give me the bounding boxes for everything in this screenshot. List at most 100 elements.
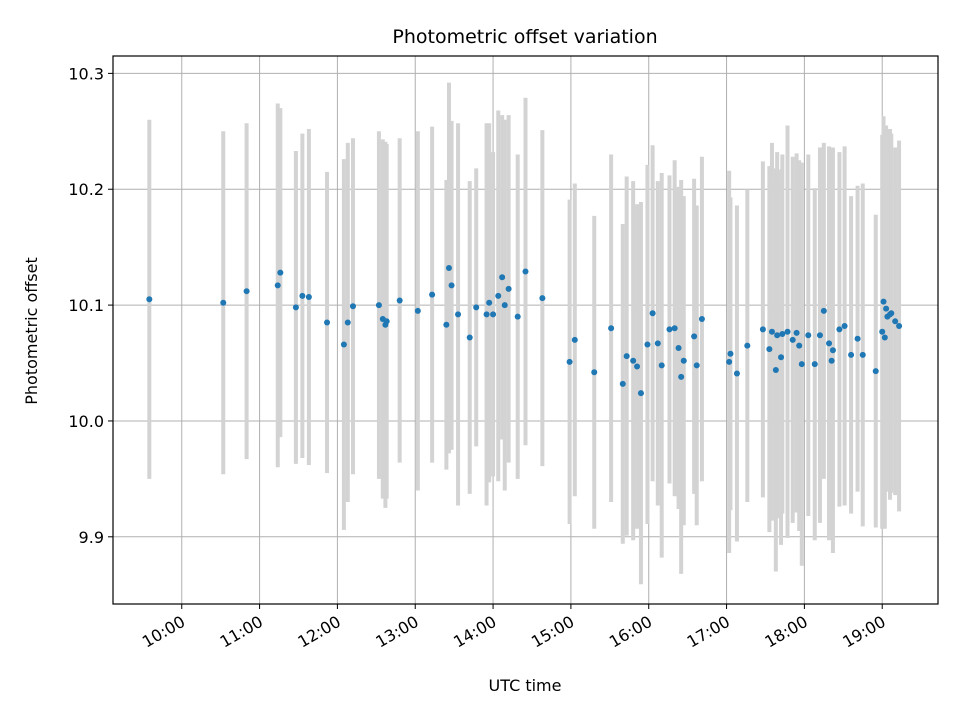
data-point (414, 307, 421, 314)
data-point (772, 366, 779, 373)
data-point (680, 357, 687, 364)
y-tick-label: 10.0 (68, 412, 104, 431)
data-point (848, 351, 855, 358)
data-point (146, 296, 153, 303)
x-tick-label: 11:00 (217, 612, 266, 652)
data-point (608, 325, 615, 332)
data-point (349, 303, 356, 310)
data-point (888, 310, 895, 317)
data-point (644, 341, 651, 348)
data-point (778, 354, 785, 361)
y-tick-label: 9.9 (79, 528, 104, 547)
data-point (892, 318, 899, 325)
data-point (505, 285, 512, 292)
data-point (872, 368, 879, 375)
x-tick-label: 18:00 (761, 612, 810, 652)
data-point (649, 310, 656, 317)
data-point (571, 336, 578, 343)
data-point (448, 282, 455, 289)
data-point (305, 293, 312, 300)
data-point (522, 268, 529, 275)
data-point (619, 380, 626, 387)
data-point (811, 361, 818, 368)
data-point (490, 311, 497, 318)
data-point (654, 340, 661, 347)
data-point (879, 328, 886, 335)
data-point (591, 369, 598, 376)
data-point (243, 288, 250, 295)
data-point (495, 292, 502, 299)
data-point (666, 326, 673, 333)
x-tick-label: 14:00 (450, 612, 499, 652)
y-axis-ticks: 9.9 10.0 10.1 10.2 10.3 (68, 64, 113, 547)
data-point (658, 362, 665, 369)
data-point (759, 326, 766, 333)
data-point (473, 304, 480, 311)
data-points (146, 265, 903, 397)
data-point (859, 351, 866, 358)
data-point (630, 357, 637, 364)
data-point (828, 357, 835, 364)
data-point (292, 304, 299, 311)
data-point (727, 350, 734, 357)
chart-title: Photometric offset variation (392, 26, 657, 48)
data-point (277, 269, 284, 276)
data-point (816, 332, 823, 339)
data-point (793, 329, 800, 336)
data-point (445, 265, 452, 272)
x-axis-ticks: 10:00 11:00 12:00 13:00 14:00 15:00 16:00 17:00… (139, 604, 889, 651)
plot-area-frame (112, 55, 939, 605)
data-point (634, 363, 641, 370)
data-point (768, 328, 775, 335)
y-tick-label: 10.3 (68, 64, 104, 83)
data-point (789, 336, 796, 343)
data-point (340, 341, 347, 348)
data-point (671, 325, 678, 332)
data-point (678, 373, 685, 380)
x-tick-label: 13:00 (372, 612, 421, 652)
data-point (774, 332, 781, 339)
y-tick-label: 10.2 (68, 180, 104, 199)
data-point (796, 342, 803, 349)
data-point (691, 333, 698, 340)
data-point (443, 321, 450, 328)
data-point (623, 353, 630, 360)
data-point (375, 302, 382, 309)
x-tick-label: 19:00 (839, 612, 888, 652)
data-point (779, 331, 786, 338)
data-point (766, 346, 773, 353)
data-point (220, 299, 227, 306)
data-point (274, 282, 281, 289)
x-axis-label: UTC time (489, 676, 562, 695)
data-point (637, 390, 644, 397)
data-point (566, 358, 573, 365)
x-tick-label: 17:00 (684, 612, 733, 652)
y-tick-label: 10.1 (68, 296, 104, 315)
data-point (483, 311, 490, 318)
data-point (880, 298, 887, 305)
x-tick-label: 16:00 (606, 612, 655, 652)
data-point (383, 318, 390, 325)
data-point (841, 322, 848, 329)
data-point (501, 302, 508, 309)
data-point (836, 326, 843, 333)
x-tick-label: 12:00 (295, 612, 344, 652)
x-tick-label: 15:00 (528, 612, 577, 652)
data-point (881, 334, 888, 341)
data-point (820, 307, 827, 314)
data-point (499, 274, 506, 281)
data-point (344, 319, 351, 326)
data-point (798, 361, 805, 368)
data-point (455, 311, 462, 318)
data-point (693, 362, 700, 369)
data-point (726, 358, 733, 365)
data-point (805, 332, 812, 339)
data-point (733, 370, 740, 377)
data-point (486, 299, 493, 306)
data-point (299, 292, 306, 299)
data-point (539, 295, 546, 302)
data-point (514, 313, 521, 320)
data-point (324, 319, 331, 326)
data-point (429, 291, 436, 298)
